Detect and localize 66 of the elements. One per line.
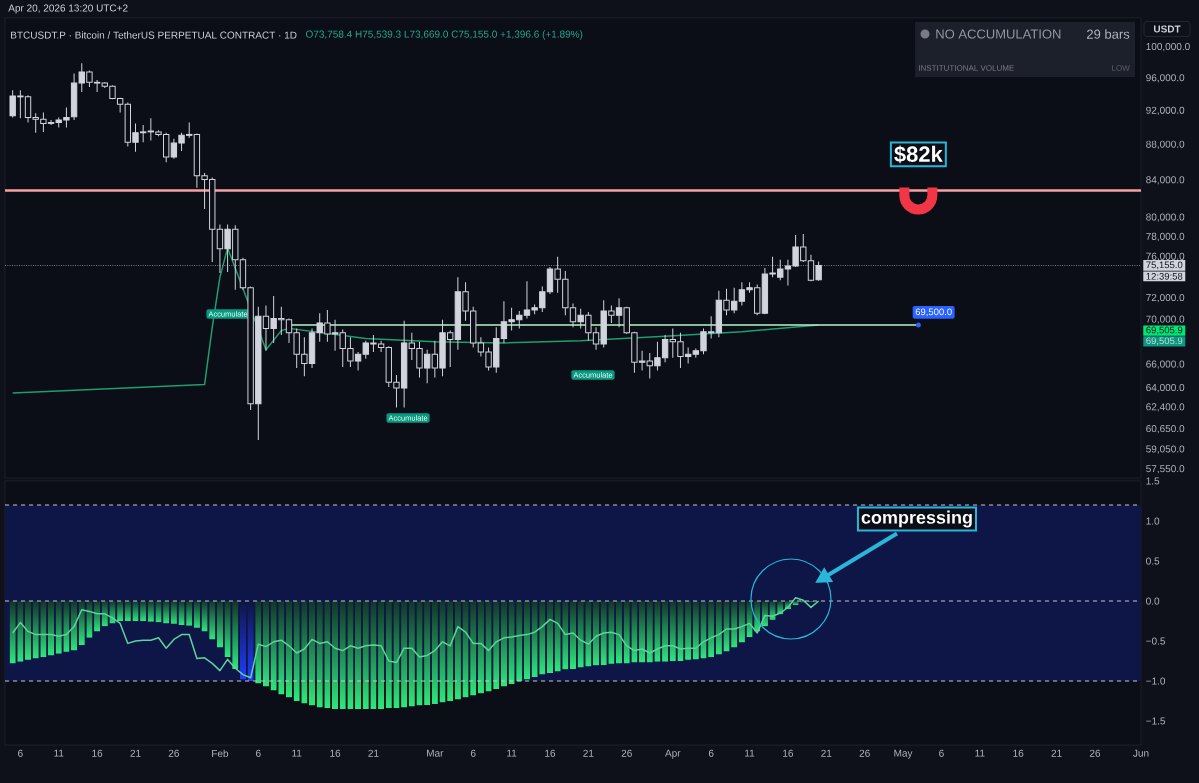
y-tick-label: 1.5 bbox=[1146, 477, 1160, 485]
y-tick-label: 92,000.0 bbox=[1146, 106, 1185, 115]
x-tick-label: 6 bbox=[18, 749, 23, 757]
x-tick-label: Mar bbox=[427, 749, 444, 757]
y-tick-label: −0.5 bbox=[1146, 637, 1166, 645]
text: O73,758.4 H75,539.3 L73,669.0 C75,155.0 +1,396.6 (+1.89%) bbox=[306, 30, 583, 40]
text: BTCUSDT.P · Bitcoin / TetherUS PERPETUAL CONTRACT · 1D bbox=[11, 31, 297, 39]
y-tick-label: 84,000.0 bbox=[1146, 176, 1185, 185]
y-tick-label: 0.5 bbox=[1146, 557, 1160, 565]
text: 69,505.9 bbox=[1146, 337, 1183, 346]
x-tick-label: 21 bbox=[368, 749, 379, 757]
y-tick-label: 88,000.0 bbox=[1146, 140, 1185, 149]
annotation: compressing bbox=[861, 510, 972, 528]
x-tick-label: 26 bbox=[621, 749, 632, 757]
y-axis-title: USDT bbox=[1154, 25, 1181, 33]
text: 69,505.9 bbox=[1146, 326, 1183, 335]
y-tick-label: 76,000.0 bbox=[1146, 252, 1185, 261]
x-tick-label: 16 bbox=[783, 749, 794, 757]
y-tick-label: −1.0 bbox=[1146, 677, 1166, 685]
y-tick-label: 64,000.0 bbox=[1146, 383, 1185, 393]
y-tick-label: 78,000.0 bbox=[1146, 232, 1185, 242]
x-tick-label: 11 bbox=[507, 749, 517, 757]
y-tick-label: 80,000.0 bbox=[1146, 213, 1185, 222]
x-tick-label: Apr bbox=[665, 749, 681, 759]
x-tick-label: 16 bbox=[92, 749, 103, 757]
x-tick-label: 21 bbox=[130, 749, 141, 757]
y-tick-label: 72,000.0 bbox=[1146, 294, 1185, 303]
x-tick-label: 6 bbox=[256, 749, 261, 757]
x-tick-label: 21 bbox=[1051, 749, 1062, 757]
x-tick-label: 11 bbox=[975, 749, 985, 757]
x-tick-label: May bbox=[894, 749, 913, 759]
y-tick-label: 66,000.0 bbox=[1146, 360, 1185, 369]
annotation: NO ACCUMULATION bbox=[936, 29, 1061, 39]
ref-line-label: $82k bbox=[894, 145, 943, 164]
annotation: 29 bars bbox=[1087, 29, 1130, 39]
y-tick-label: 70,000.0 bbox=[1146, 315, 1185, 324]
x-tick-label: 6 bbox=[470, 749, 476, 757]
x-tick-label: 11 bbox=[292, 749, 302, 757]
annotation: INSTITUTIONAL VOLUME bbox=[919, 65, 1014, 71]
x-tick-label: 16 bbox=[330, 749, 341, 757]
x-tick-label: 6 bbox=[939, 749, 944, 757]
x-tick-label: 6 bbox=[708, 749, 714, 757]
x-tick-label: 11 bbox=[54, 749, 64, 757]
x-tick-label: Feb bbox=[212, 749, 229, 758]
x-tick-label: 16 bbox=[1013, 749, 1024, 757]
x-tick-label: Jun bbox=[1133, 749, 1149, 757]
y-tick-label: 100,000.0 bbox=[1146, 42, 1190, 52]
y-tick-label: 59,050.0 bbox=[1146, 445, 1185, 454]
text: Apr 20, 2026 13:20 UTC+2 bbox=[8, 4, 128, 14]
y-tick-label: 1.0 bbox=[1146, 517, 1160, 525]
x-tick-label: 16 bbox=[545, 749, 556, 757]
ref-line-label: 75,155.0 bbox=[1146, 261, 1183, 270]
y-tick-label: 0.0 bbox=[1146, 597, 1160, 605]
y-tick-label: 96,000.0 bbox=[1146, 74, 1185, 83]
annotation: 69,500.0 bbox=[915, 308, 952, 317]
x-tick-label: 21 bbox=[821, 749, 832, 757]
y-tick-label: 62,400.0 bbox=[1146, 403, 1185, 412]
x-tick-label: 21 bbox=[583, 749, 594, 757]
x-tick-label: 26 bbox=[1089, 749, 1101, 757]
y-tick-label: 57,550.0 bbox=[1146, 465, 1185, 474]
y-tick-label: −1.5 bbox=[1146, 717, 1166, 725]
y-tick-label: 60,650.0 bbox=[1146, 425, 1185, 434]
x-tick-label: 26 bbox=[859, 749, 870, 757]
x-tick-label: 26 bbox=[168, 749, 179, 757]
x-tick-label: 11 bbox=[745, 749, 755, 757]
text: 12:39:58 bbox=[1146, 272, 1183, 280]
